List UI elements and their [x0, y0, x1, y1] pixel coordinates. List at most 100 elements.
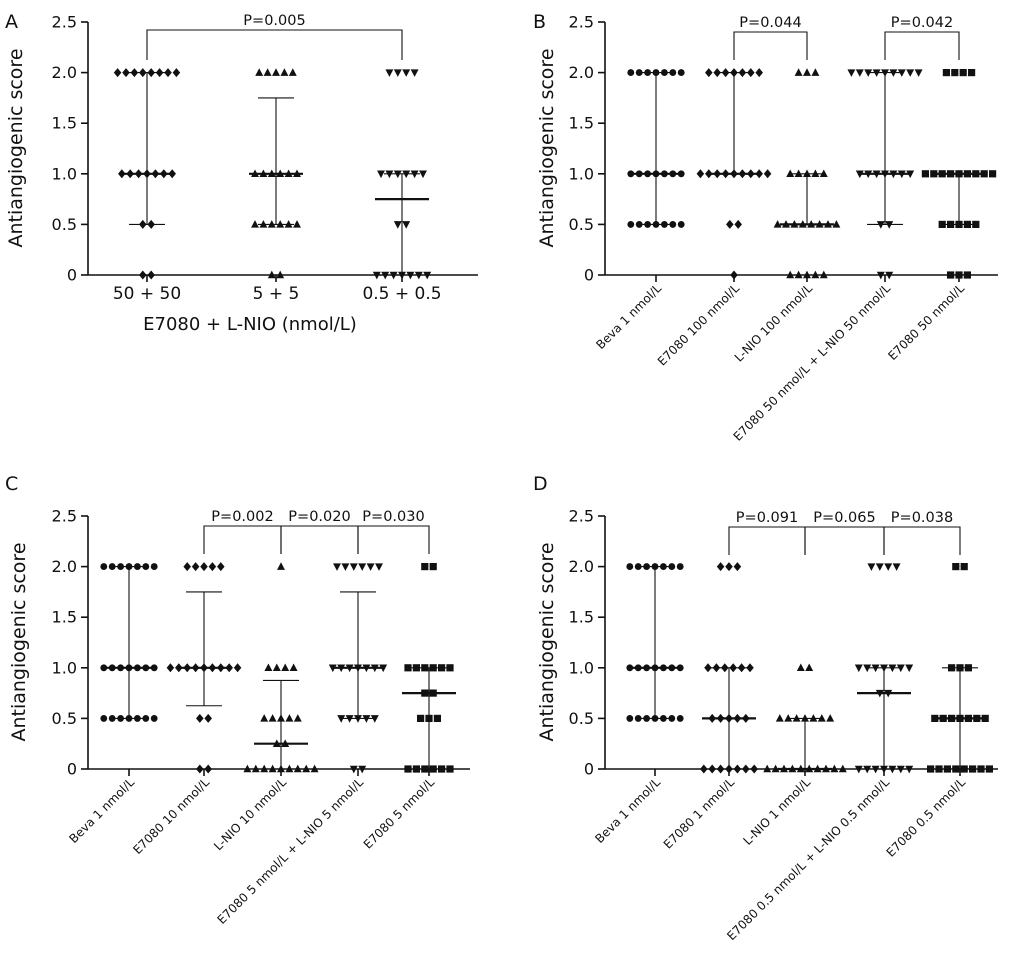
data-point: [122, 68, 130, 78]
data-point: [423, 271, 432, 280]
x-tick-label: Beva 1 nmol/L: [593, 281, 664, 352]
y-tick-label: 2.0: [52, 557, 77, 576]
data-point: [267, 270, 276, 279]
data-point: [372, 271, 381, 280]
panel-b: B Antiangiogenic score 0 0.5 1.0 1.5 2.0 2.5 Bev…: [533, 11, 998, 444]
data-point: [196, 764, 204, 774]
data-point: [281, 663, 290, 672]
data-point: [942, 69, 950, 77]
data-point: [349, 563, 358, 571]
y-tick-label: 0.5: [52, 215, 77, 234]
panel-letter: D: [533, 473, 548, 495]
data-point: [959, 69, 967, 77]
data-point: [626, 563, 634, 571]
data-point: [627, 69, 635, 77]
p-value-label: P=0.091: [736, 510, 798, 526]
data-point: [830, 764, 839, 773]
y-axis-label: Antiangiogenic score: [536, 542, 558, 741]
y-tick-label: 0: [584, 760, 594, 779]
data-point: [855, 69, 864, 77]
data-point: [716, 562, 725, 572]
data-point: [921, 170, 929, 178]
data-point: [113, 68, 122, 78]
data-point: [704, 663, 712, 673]
significance-bracket: [728, 526, 806, 555]
data-point: [677, 69, 685, 77]
data-point: [746, 663, 754, 673]
data-point: [272, 68, 280, 76]
data-point: [272, 663, 281, 672]
data-point: [217, 562, 225, 572]
x-tick-label: 5 + 5: [253, 284, 300, 304]
x-tick-label: Beva 1 nmol/L: [66, 775, 137, 846]
data-point: [358, 765, 367, 774]
data-point: [277, 562, 285, 570]
x-tick-label: E7080 10 nmol/L: [130, 775, 212, 857]
y-tick-label: 2.5: [52, 13, 77, 32]
data-point: [402, 69, 411, 77]
data-point: [233, 663, 242, 673]
y-tick-label: 0.5: [569, 709, 594, 728]
data-point: [100, 563, 108, 571]
data-point: [884, 563, 893, 571]
y-axis-label: Antiangiogenic score: [8, 542, 30, 741]
x-tick-label: L-NIO 100 nmol/L: [732, 281, 816, 365]
panel-d: D Antiangiogenic score 0 0.5 1.0 1.5 2.0 2.5 Bev…: [533, 473, 998, 943]
data-point: [786, 270, 795, 279]
x-tick-label: 50 + 50: [113, 284, 181, 304]
data-point: [302, 764, 311, 773]
significance-bracket: [357, 525, 430, 554]
x-tick-label: L-NIO 1 nmol/L: [740, 775, 813, 848]
p-value-label: P=0.038: [891, 510, 953, 526]
data-point: [700, 764, 708, 774]
data-point: [208, 562, 217, 572]
data-point: [251, 220, 259, 228]
data-point: [906, 69, 915, 77]
data-point: [349, 765, 358, 774]
data-point: [733, 562, 742, 572]
data-point: [191, 562, 200, 572]
y-tick-label: 1.5: [52, 608, 77, 627]
y-tick-label: 1.0: [52, 164, 77, 183]
data-point: [375, 563, 383, 571]
data-point: [196, 713, 204, 723]
data-point: [404, 765, 412, 773]
data-point: [960, 563, 968, 571]
x-tick-label: Beva 1 nmol/L: [592, 775, 663, 846]
p-value-label: P=0.020: [288, 509, 350, 525]
p-value-label: P=0.005: [243, 13, 305, 29]
x-tick-label: E7080 50 nmol/L: [885, 281, 967, 363]
data-point: [885, 271, 894, 280]
data-point: [366, 563, 375, 571]
data-point: [794, 270, 803, 279]
data-point: [875, 563, 884, 571]
data-point: [734, 219, 742, 229]
y-tick-label: 0: [67, 760, 77, 779]
data-point: [164, 68, 172, 78]
panel-a: A Antiangiogenic score 0 0.5 1.0 1.5 2.0 2.5 50 …: [5, 11, 478, 335]
data-point: [832, 220, 841, 228]
data-point: [402, 221, 411, 229]
data-point: [255, 68, 264, 76]
data-point: [819, 270, 828, 279]
data-point: [288, 68, 297, 76]
data-point: [293, 714, 302, 722]
data-point: [183, 562, 191, 572]
data-point: [393, 221, 402, 229]
data-point: [150, 563, 158, 571]
data-point: [289, 663, 298, 672]
data-point: [854, 664, 863, 673]
data-point: [985, 765, 993, 773]
panel-c: C Antiangiogenic score 0 0.5 1.0 1.5 2.0 2.5 Bev…: [5, 473, 470, 927]
data-point: [763, 764, 772, 773]
data-point: [968, 69, 976, 77]
data-point: [377, 170, 385, 179]
data-point: [166, 663, 175, 673]
data-point: [139, 270, 147, 280]
y-axis-label: Antiangiogenic score: [5, 48, 27, 247]
panel-letter: A: [5, 11, 18, 33]
x-tick-label: E7080 5 nmol/L: [361, 775, 438, 852]
data-point: [280, 68, 289, 76]
y-tick-label: 1.5: [569, 114, 594, 133]
data-point: [696, 169, 705, 179]
